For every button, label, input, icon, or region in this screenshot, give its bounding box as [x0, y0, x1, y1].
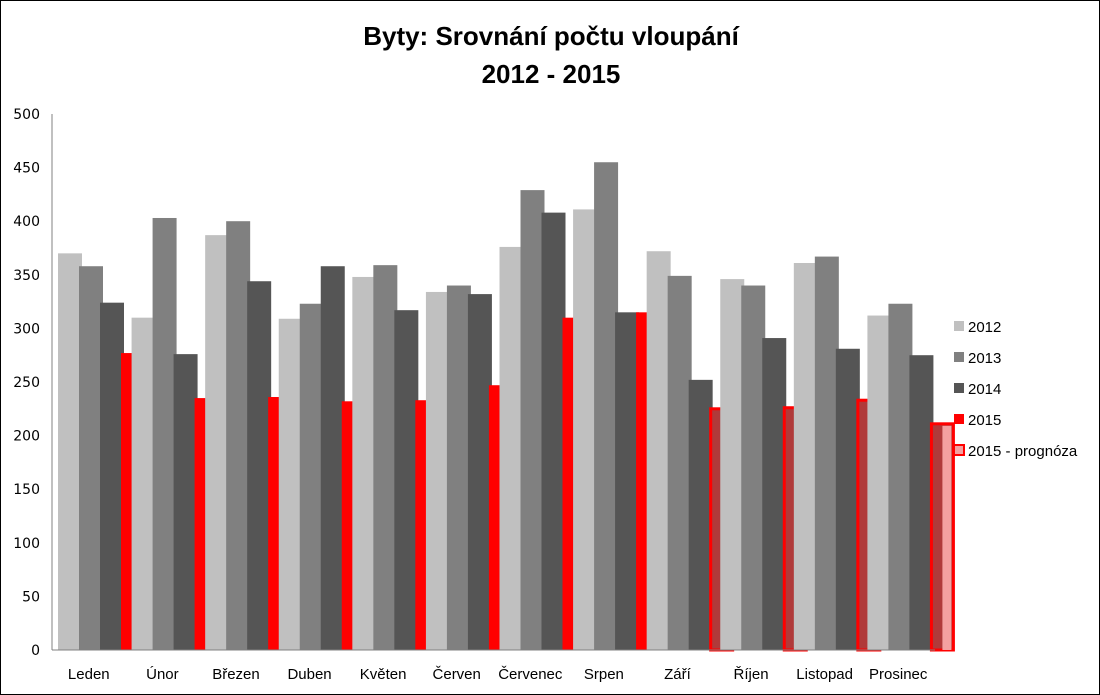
bar-2012-Září	[646, 251, 671, 650]
x-tick-label: Červen	[433, 666, 481, 683]
legend-swatch	[954, 321, 964, 331]
bar-2012-Leden	[58, 253, 82, 651]
y-tick-label: 100	[13, 536, 40, 552]
y-axis-ticks: 0 50 100 150 200 250 300 350 400 450 500	[13, 107, 40, 659]
bar-2012-Březen	[205, 235, 230, 651]
bar-2013-Prosinec	[888, 303, 913, 650]
legend-swatch	[954, 352, 964, 362]
bar-2014-Listopad	[835, 348, 860, 650]
bar-2012-Únor	[131, 317, 156, 650]
y-tick-label: 200	[13, 429, 40, 445]
bar-2014-Srpen	[615, 312, 640, 650]
bar-2012-Květen	[352, 276, 377, 650]
legend-label: 2012	[968, 319, 1001, 336]
bar-2014-Únor	[173, 354, 198, 650]
x-tick-label: Červenec	[498, 666, 563, 683]
bar-2013-Květen	[373, 265, 398, 650]
bar-2013-Červenec	[520, 190, 545, 650]
legend-swatch	[954, 383, 964, 393]
bar-2013-Červen	[446, 285, 471, 650]
bar-2013-Srpen	[594, 162, 619, 651]
bar-2014-Září	[688, 379, 713, 650]
bar-2013-Září	[667, 275, 692, 650]
bar-2014-Leden	[100, 302, 124, 650]
bar-2014-Květen	[394, 310, 419, 650]
bar-2014-Říjen	[762, 338, 787, 650]
legend: 2012 2013 2014 2015 2015 - prognóza	[953, 319, 1078, 460]
legend-swatch	[953, 444, 965, 456]
x-tick-label: Březen	[212, 666, 260, 683]
x-tick-label: Prosinec	[869, 666, 928, 683]
y-tick-label: 400	[13, 214, 40, 230]
x-tick-label: Leden	[68, 666, 110, 683]
bar-2013-Březen	[226, 221, 251, 650]
bar-2014-Duben	[320, 266, 345, 650]
bar-2012-Červenec	[499, 246, 524, 651]
bar-2012-Červen	[425, 291, 450, 650]
bar-2012-Prosinec	[867, 315, 892, 650]
bar-2013-Duben	[299, 303, 324, 650]
bar-2013-Únor	[152, 217, 177, 650]
y-tick-label: 450	[13, 161, 40, 177]
x-tick-label: Září	[664, 666, 692, 683]
legend-label: 2014	[968, 381, 1001, 398]
bar-forecast-highlight	[942, 425, 952, 650]
bar-2013-Leden	[79, 266, 103, 650]
chart-title: Byty: Srovnání počtu vloupání	[363, 21, 739, 51]
bar-2012-Listopad	[793, 263, 818, 650]
x-tick-label: Listopad	[796, 666, 853, 683]
y-tick-label: 50	[22, 589, 40, 605]
bars	[58, 162, 955, 652]
bar-2012-Srpen	[573, 209, 598, 650]
bar-2012-Duben	[278, 318, 303, 650]
x-tick-label: Duben	[287, 666, 331, 683]
bar-2013-Říjen	[741, 285, 766, 650]
legend-label: 2015 - prognóza	[968, 443, 1078, 460]
x-axis-labels: Leden Únor Březen Duben Květen Červen Červenec…	[68, 666, 928, 683]
bar-2014-Březen	[247, 281, 272, 650]
bar-2014-Prosinec	[909, 355, 934, 650]
bar-2014-Červenec	[541, 212, 566, 650]
x-tick-label: Květen	[360, 666, 407, 683]
x-tick-label: Srpen	[584, 666, 624, 683]
y-tick-label: 150	[13, 482, 40, 498]
legend-label: 2015	[968, 412, 1001, 429]
bar-2012-Říjen	[720, 279, 745, 650]
y-tick-label: 300	[13, 321, 40, 337]
bar-2013-Listopad	[814, 256, 839, 650]
y-tick-label: 250	[13, 375, 40, 391]
chart-subtitle: 2012 - 2015	[481, 59, 621, 89]
x-tick-label: Říjen	[734, 666, 769, 683]
x-tick-label: Únor	[146, 666, 179, 683]
bar-2014-Červen	[467, 294, 492, 650]
y-tick-label: 350	[13, 268, 40, 284]
legend-label: 2013	[968, 350, 1001, 367]
y-tick-label: 500	[13, 107, 40, 123]
axes	[51, 114, 935, 651]
legend-swatch	[954, 414, 964, 424]
y-tick-label: 0	[31, 643, 40, 659]
